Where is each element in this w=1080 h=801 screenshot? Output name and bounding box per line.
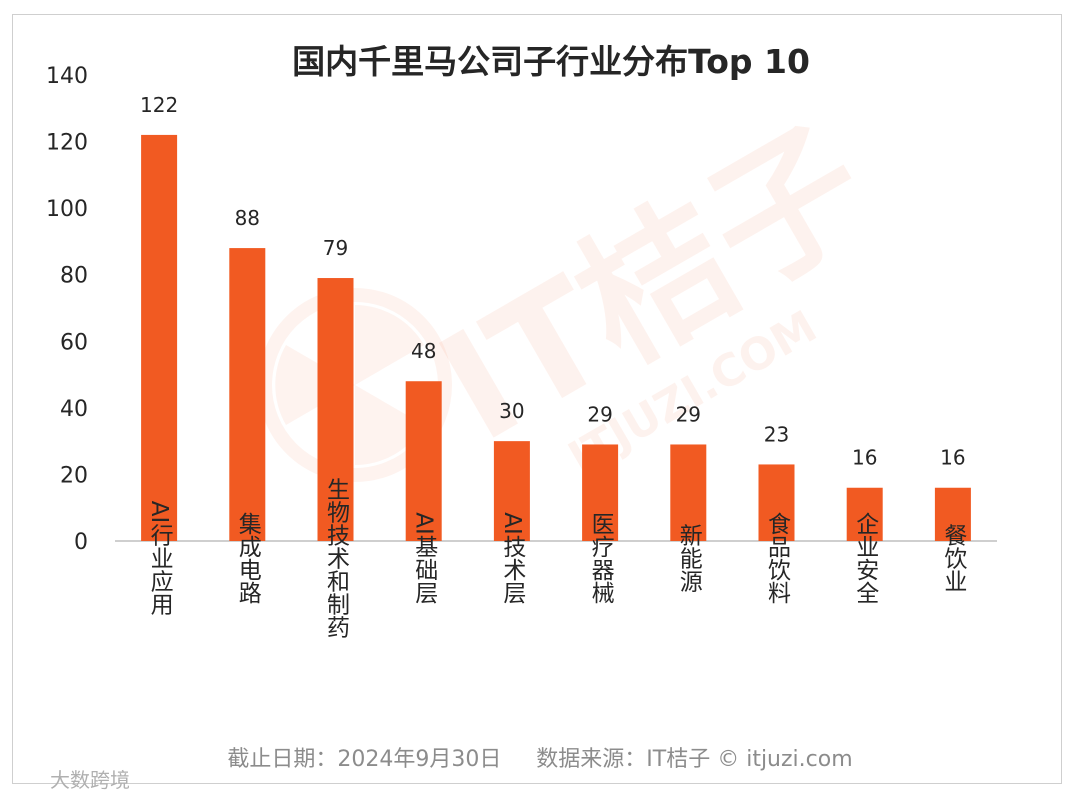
y-axis: 0 20 40 60 80 100 120 140 <box>46 64 88 555</box>
chart-frame <box>12 14 1062 784</box>
bar <box>405 381 442 541</box>
bar <box>317 278 354 541</box>
bars <box>141 134 971 542</box>
category-label: 餐饮业 <box>940 524 968 593</box>
y-tick-label: 100 <box>46 197 88 222</box>
data-label: 48 <box>411 339 436 363</box>
bar <box>582 444 619 541</box>
credit-text: 大数跨境 <box>50 768 130 792</box>
y-tick-label: 0 <box>74 530 88 555</box>
data-label: 16 <box>852 446 877 470</box>
bar <box>934 487 971 541</box>
y-tick-label: 60 <box>60 330 88 355</box>
y-tick-label: 140 <box>46 64 88 89</box>
category-label: 医疗器械 <box>587 512 615 604</box>
data-labels: 122 88 79 48 30 29 29 23 16 16 <box>140 93 966 470</box>
category-label: 食品饮料 <box>764 512 792 604</box>
bar <box>670 444 707 541</box>
category-label: AI行业应用 <box>146 501 174 616</box>
watermark: IT桔子 ITJUZI.COM <box>258 96 896 484</box>
footer-source: 截止日期：2024年9月30日 数据来源：IT桔子 © itjuzi.com <box>227 747 852 772</box>
category-label: 生物技术和制药 <box>323 478 351 639</box>
bar <box>493 441 530 541</box>
category-label: 集成电路 <box>234 512 261 604</box>
y-tick-label: 40 <box>60 397 88 422</box>
data-label: 29 <box>676 402 701 426</box>
bar <box>758 464 795 541</box>
category-label: AI基础层 <box>411 512 439 604</box>
chart-title: 国内千里马公司子行业分布Top 10 <box>292 42 810 81</box>
data-label: 23 <box>764 422 789 446</box>
bar <box>846 487 883 541</box>
data-label: 29 <box>587 402 612 426</box>
data-label: 79 <box>323 236 348 260</box>
data-label: 88 <box>235 206 260 230</box>
data-label: 16 <box>940 446 965 470</box>
data-label: 122 <box>140 93 178 117</box>
category-label: 企业安全 <box>852 512 880 604</box>
bar <box>141 134 178 541</box>
bar <box>229 248 266 542</box>
category-label: 新能源 <box>675 524 703 593</box>
y-tick-label: 20 <box>60 463 88 488</box>
data-label: 30 <box>499 399 524 423</box>
y-tick-label: 80 <box>60 264 88 289</box>
category-label: AI技术层 <box>499 512 527 604</box>
y-tick-label: 120 <box>46 131 88 156</box>
category-labels: AI行业应用 集成电路 生物技术和制药 AI基础层 AI技术层 医疗器械 新能源 食品饮料 企业… <box>146 478 967 639</box>
